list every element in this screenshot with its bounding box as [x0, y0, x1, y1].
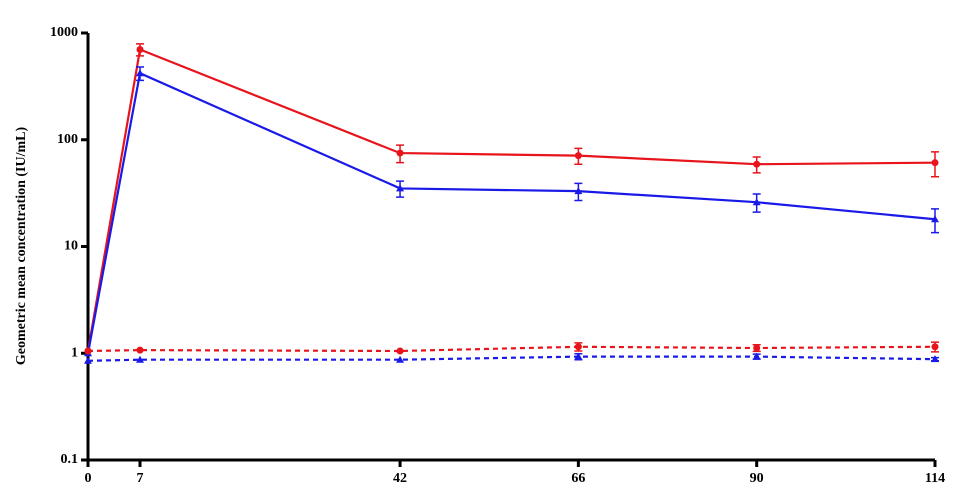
- x-tick-label: 66: [571, 471, 585, 486]
- y-axis-label: Geometric mean concentration (IU/mL): [14, 127, 29, 366]
- y-tick-label: 10: [64, 239, 78, 254]
- marker: [136, 355, 145, 363]
- marker: [396, 355, 405, 363]
- series-line: [86, 48, 936, 352]
- marker: [574, 152, 582, 160]
- marker: [931, 343, 939, 351]
- y-tick-label: 1000: [50, 25, 78, 40]
- marker: [753, 160, 761, 168]
- marker: [931, 355, 939, 363]
- marker: [84, 356, 92, 364]
- marker: [136, 346, 144, 354]
- series-line: [87, 345, 936, 353]
- series-line: [87, 355, 936, 362]
- x-tick-label: 114: [925, 471, 945, 486]
- x-tick-label: 90: [750, 471, 764, 486]
- marker: [752, 198, 761, 206]
- x-tick-label: 0: [85, 471, 92, 486]
- marker: [931, 215, 939, 223]
- series-line: [86, 71, 936, 354]
- x-tick-label: 7: [137, 471, 144, 486]
- marker: [752, 352, 761, 360]
- marker: [84, 347, 92, 355]
- y-tick-label: 1: [71, 345, 78, 360]
- marker: [574, 343, 582, 351]
- y-tick-label: 100: [57, 132, 78, 147]
- marker: [931, 159, 939, 167]
- marker: [136, 46, 144, 54]
- marker: [136, 69, 145, 77]
- marker: [753, 344, 761, 352]
- y-tick-label: 0.1: [61, 452, 79, 467]
- marker: [396, 347, 404, 355]
- marker: [574, 187, 583, 195]
- x-tick-label: 42: [393, 471, 407, 486]
- marker: [396, 149, 404, 157]
- marker: [574, 352, 583, 360]
- marker: [396, 184, 405, 192]
